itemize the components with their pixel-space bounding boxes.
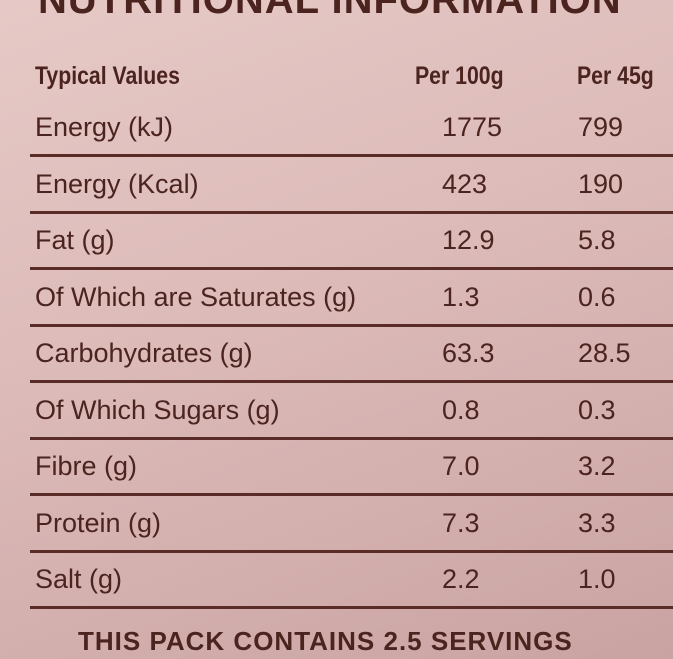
nutrient-value: 5.8	[578, 225, 616, 255]
title: NUTRITIONAL INFORMATION	[38, 0, 622, 22]
nutrient-name: Salt (g)	[35, 564, 123, 594]
nutrient-value: 2.2	[442, 564, 480, 594]
nutrient-value: 28.5	[578, 338, 631, 368]
nutrient-value: 12.9	[442, 225, 495, 255]
nutrient-name: Fat (g)	[35, 225, 115, 255]
nutrient-name: Energy (kJ)	[35, 112, 174, 142]
row-divider	[30, 380, 673, 383]
nutrient-value: 7.0	[442, 451, 480, 481]
nutrient-value: 799	[578, 112, 624, 142]
nutrient-value: 423	[442, 168, 488, 199]
row-divider	[30, 436, 673, 440]
header-cell: Per 100g	[415, 62, 504, 90]
nutrient-value: 1775	[442, 112, 503, 142]
nutrient-name: Of Which Sugars (g)	[35, 394, 280, 425]
nutrient-name: Protein (g)	[35, 507, 162, 538]
nutrient-value: 63.3	[442, 338, 495, 368]
header-cell: Per 45g	[577, 62, 654, 90]
nutrient-value: 1.3	[442, 281, 480, 312]
row-divider	[30, 606, 673, 609]
header-cell: Typical Values	[35, 62, 180, 90]
row-divider	[30, 493, 673, 496]
nutrient-value: 3.2	[578, 451, 616, 481]
nutrient-value: 7.3	[442, 507, 480, 538]
nutrient-value: 0.6	[578, 281, 616, 312]
nutrient-name: Fibre (g)	[35, 451, 138, 481]
footer: THIS PACK CONTAINS 2.5 SERVINGS	[78, 626, 573, 656]
nutrient-value: 0.8	[442, 394, 480, 425]
nutrient-value: 3.3	[578, 507, 616, 538]
row-divider	[30, 323, 673, 327]
row-divider	[30, 154, 673, 157]
nutrient-value: 0.3	[578, 394, 616, 425]
nutrient-name: Of Which are Saturates (g)	[35, 281, 357, 312]
nutrient-value: 1.0	[578, 564, 616, 594]
row-divider	[30, 210, 673, 214]
nutrient-name: Carbohydrates (g)	[35, 338, 253, 368]
row-divider	[30, 267, 673, 270]
nutrient-name: Energy (Kcal)	[35, 168, 199, 199]
row-divider	[30, 549, 673, 553]
nutrient-value: 190	[578, 168, 624, 199]
